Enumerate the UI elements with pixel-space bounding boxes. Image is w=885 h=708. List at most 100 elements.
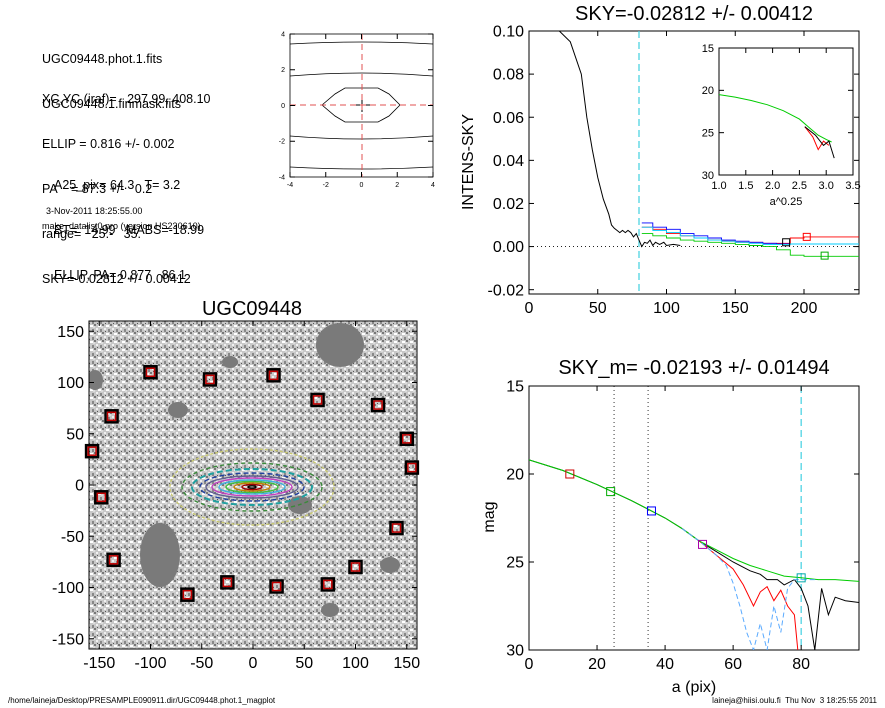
sky-xtick-label: 200: [791, 300, 818, 317]
sky-series: [529, 31, 859, 294]
header-line-sky: SKY=-0.02812 +/- 0.00412: [42, 272, 191, 286]
image-ytick-label: 150: [57, 324, 84, 341]
image-xtick-label: 0: [249, 655, 258, 672]
sky-ytick-label: -0.02: [488, 282, 525, 299]
inset-xtick-label: 3.5: [845, 180, 860, 192]
star-mask-square-inner: [268, 370, 279, 381]
image-xtick-label: -50: [190, 655, 213, 672]
contour-ytick-label: 2: [281, 67, 285, 74]
sky-series-green: [641, 233, 859, 257]
inset-ytick-label: 25: [702, 128, 714, 140]
mag-marker: [646, 506, 656, 516]
sky-series-cyan: [641, 226, 859, 245]
mag-xtick-label: 60: [724, 656, 742, 673]
image-ytick-label: -150: [52, 631, 84, 648]
sky-xtick-label: 0: [525, 300, 534, 317]
contour-xtick-label: 4: [431, 182, 435, 189]
image-star-markers: [84, 365, 420, 602]
contour-ytick-label: 4: [281, 31, 285, 38]
header-file-2: UGC09448.1.finmask.fits: [42, 97, 181, 111]
header-result-lines: A25_pix= 64.3 T= 3.2 BT= 14.99 MABS=-18.…: [54, 148, 204, 298]
mag-marker: [565, 469, 575, 479]
sky-ylabel: INTENS-SKY: [460, 114, 477, 210]
contour-xtick-label: 0: [360, 182, 364, 189]
star-mask-square-inner: [182, 589, 193, 600]
mag-marker: [796, 573, 806, 583]
image-ytick-label: 0: [75, 478, 84, 495]
header-line-bt: BT= 14.99 MABS=-18.99: [54, 223, 205, 237]
sky-xtick-label: 50: [589, 300, 607, 317]
contour-xtick-label: -4: [287, 182, 293, 189]
mag-plot-frame: [528, 385, 860, 651]
star-mask-square: [104, 409, 119, 424]
contour-xtick-label: 2: [395, 182, 399, 189]
star-mask-square: [266, 368, 281, 383]
star-mask-square: [94, 490, 109, 505]
inset-xtick-label: 3.0: [819, 180, 834, 192]
star-mask-square-inner: [402, 434, 412, 444]
sky-ytick-label: 0.00: [493, 239, 524, 256]
sky-axes: 0 50 100 150 200 0.10 0.08 0.06 0.04 0.02 0.00 -0.0…: [488, 24, 859, 317]
inset-xlabel: a^0.25: [770, 196, 803, 208]
image-xtick-label: -100: [134, 655, 166, 672]
star-mask-square: [143, 365, 158, 380]
image-xtick-label: -150: [83, 655, 115, 672]
star-mask-square-inner: [87, 446, 97, 456]
sky-ytick-label: 0.10: [493, 24, 524, 41]
star-mask-square-inner: [145, 367, 156, 377]
inset-series-1: [804, 126, 830, 151]
image-xtick-label: 150: [393, 655, 420, 672]
header-file-1: UGC09448.phot.1.fits: [42, 52, 163, 66]
image-xtick-label: 50: [295, 655, 313, 672]
sky-inset-frame: [718, 47, 854, 176]
star-mask-square-inner: [106, 411, 117, 422]
contour-ytick-label: -2: [279, 139, 285, 146]
mag-ylabel: mag: [481, 501, 498, 532]
sky-marker: [782, 238, 791, 247]
star-mask-square: [399, 431, 414, 447]
mag-ytick-label: 20: [506, 467, 524, 484]
header-fit-lines: XC,YC (iraf)= 297.99, 408.10 ELLIP = 0.8…: [42, 62, 211, 302]
mag-marker: [606, 487, 616, 497]
star-mask-square-inner: [407, 462, 417, 473]
header-program: make_datalist0.pro (version HS230610): [42, 221, 201, 231]
mag-title: SKY_m= -0.02193 +/- 0.01494: [558, 357, 829, 379]
image-title: UGC09448: [202, 298, 302, 320]
star-mask-square: [180, 587, 195, 602]
mag-series-green: [529, 459, 859, 582]
sky-xtick-label: 150: [722, 300, 749, 317]
star-mask-square: [370, 397, 386, 413]
star-mask-square-inner: [391, 523, 402, 533]
mag-series-black: [529, 459, 859, 650]
star-mask-square-inner: [96, 492, 107, 503]
inset-ytick-label: 15: [702, 43, 714, 55]
star-mask-square: [269, 579, 284, 594]
contour-ytick-label: 0: [281, 103, 285, 110]
header-line-a25: A25_pix= 64.3 T= 3.2: [54, 178, 181, 192]
contour-ytick-label: -4: [279, 174, 285, 181]
image-ytick-label: 50: [66, 426, 84, 443]
contour-axes: -4 -2 0 2 4 4 2 0 -2 -4: [279, 31, 435, 189]
sky-ytick-label: 0.08: [493, 67, 524, 84]
inset-xtick-label: 2.5: [792, 180, 807, 192]
star-mask-square: [310, 392, 325, 408]
mag-axes: 0 20 40 60 80 15 20 25 30: [506, 379, 859, 673]
star-mask-square-inner: [312, 395, 323, 405]
sky-ytick-label: 0.06: [493, 110, 524, 127]
sky-series-black: [558, 31, 681, 248]
star-mask-square-inner: [373, 400, 383, 410]
contour-xtick-label: -2: [323, 182, 329, 189]
mag-ytick-label: 15: [506, 379, 524, 396]
image-ytick-label: -100: [52, 580, 84, 597]
star-mask-square: [106, 552, 121, 568]
inset-series-0: [719, 94, 832, 143]
sky-plot-frame: [528, 30, 860, 295]
image-axes: -150 -100 -50 0 50 100 150 150 100 50 0 -50 -100 -150: [52, 321, 420, 672]
star-mask-square: [389, 520, 404, 536]
mag-series-red: [698, 540, 799, 650]
mag-series-cyan: [681, 528, 815, 650]
mag-ytick-label: 30: [506, 643, 524, 660]
mag-ytick-label: 25: [506, 555, 524, 572]
header-line-range: range= 25.- 35.: [42, 227, 142, 241]
